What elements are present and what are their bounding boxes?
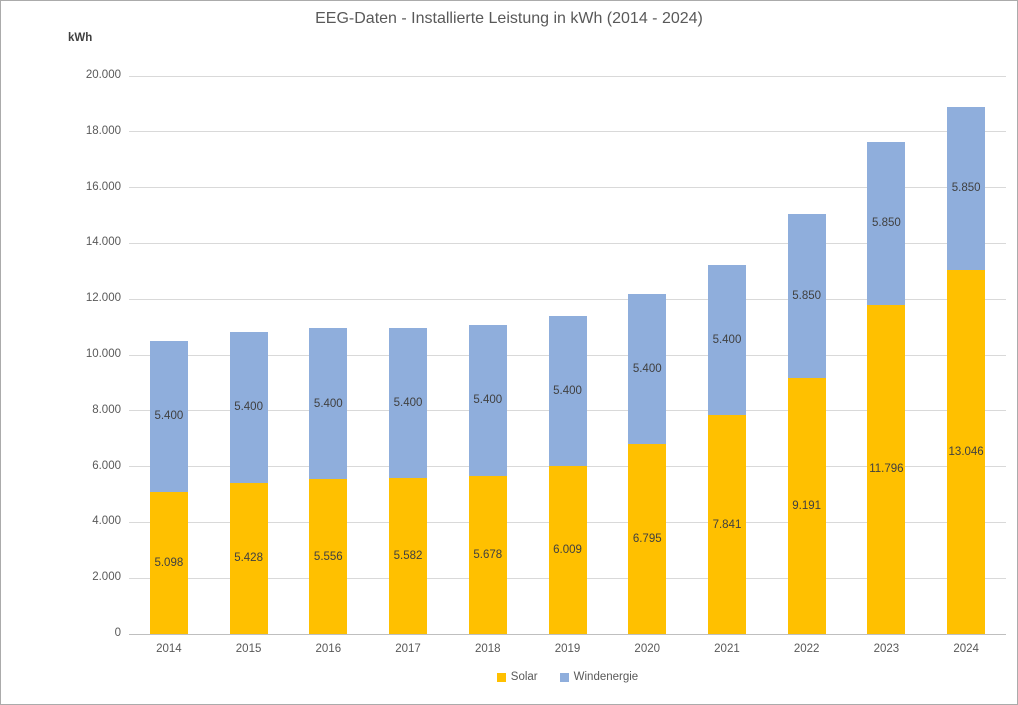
bar-segment-solar-2015 [229, 482, 268, 634]
bar-segment-windenergie-2019 [548, 315, 587, 467]
data-label-solar-2017: 5.582 [393, 550, 423, 563]
legend: Solar Windenergie [129, 671, 1006, 683]
x-tick-label-2016: 2016 [315, 643, 342, 655]
bar-segment-windenergie-2021 [707, 264, 746, 416]
y-tick-label: 10.000 [85, 348, 121, 360]
data-label-windenergie-2014: 5.400 [154, 410, 184, 423]
x-tick-label-2023: 2023 [873, 643, 900, 655]
x-tick-label-2014: 2014 [156, 643, 182, 655]
bar-segment-windenergie-2024 [947, 106, 986, 271]
bar-segment-windenergie-2023 [867, 141, 906, 305]
bar-segment-solar-2019 [548, 466, 587, 634]
legend-item-windenergie: Windenergie [559, 671, 639, 683]
bar-segment-windenergie-2020 [628, 293, 667, 445]
x-tick-label-2022: 2022 [793, 643, 820, 655]
bar-segment-solar-2018 [468, 475, 507, 634]
legend-item-solar: Solar [496, 671, 538, 683]
gridline [129, 131, 1006, 133]
data-label-solar-2019: 6.009 [553, 544, 582, 557]
data-label-windenergie-2024: 5.850 [951, 182, 981, 195]
x-axis-line [129, 633, 1006, 635]
data-label-windenergie-2023: 5.850 [872, 217, 901, 230]
x-tick-label-2020: 2020 [634, 643, 661, 655]
data-label-solar-2018: 5.678 [473, 548, 503, 561]
plot-area: 0 2.000 4.000 6.000 8.000 10.000 12.000 14.000 1… [86, 69, 1006, 655]
bar-segment-solar-2021 [707, 415, 746, 634]
gridline [129, 75, 1006, 77]
bar-segment-windenergie-2014 [149, 341, 188, 492]
data-label-solar-2016: 5.556 [313, 550, 343, 563]
data-label-solar-2023: 11.796 [869, 463, 904, 476]
bar-segment-windenergie-2017 [389, 327, 428, 479]
y-tick-label: 2.000 [92, 571, 121, 584]
y-tick-label: 6.000 [92, 459, 121, 472]
bar-segment-solar-2017 [389, 478, 428, 634]
legend-swatch-windenergie [559, 672, 569, 682]
legend-label-solar: Solar [510, 671, 538, 683]
y-tick-label: 8.000 [92, 403, 121, 416]
x-tick-label-2019: 2019 [554, 643, 581, 655]
data-label-solar-2020: 6.795 [632, 533, 662, 546]
chart-title: EEG-Daten - Installierte Leistung in kWh… [315, 10, 703, 27]
y-tick-label: 0 [114, 627, 121, 639]
bar-segment-windenergie-2015 [229, 331, 268, 483]
gridline [129, 187, 1006, 189]
data-label-solar-2022: 9.191 [792, 499, 822, 512]
data-label-windenergie-2020: 5.400 [632, 363, 662, 376]
bar-segment-windenergie-2016 [309, 328, 348, 479]
y-tick-label: 12.000 [85, 292, 121, 305]
bar-segment-windenergie-2022 [787, 214, 826, 378]
data-label-solar-2015: 5.428 [234, 552, 263, 565]
data-label-solar-2024: 13.046 [948, 446, 984, 459]
bar-segment-solar-2020 [628, 444, 667, 634]
gridline [129, 242, 1006, 244]
x-tick-label-2021: 2021 [714, 643, 740, 655]
x-tick-label-2015: 2015 [235, 643, 262, 655]
gridline [129, 298, 1006, 300]
legend-label-windenergie: Windenergie [573, 671, 639, 683]
data-label-windenergie-2018: 5.400 [473, 394, 503, 407]
data-label-solar-2021: 7.841 [712, 518, 742, 531]
x-tick-label-2018: 2018 [474, 643, 501, 655]
bar-segment-solar-2022 [787, 377, 826, 634]
data-label-windenergie-2022: 5.850 [792, 289, 822, 302]
bar-segment-windenergie-2018 [468, 324, 507, 476]
bar-segment-solar-2014 [149, 491, 188, 634]
x-tick-label-2017: 2017 [395, 643, 421, 655]
y-tick-label: 14.000 [85, 236, 121, 249]
bar-segment-solar-2023 [867, 304, 906, 634]
y-axis-unit-label: kWh [68, 32, 93, 44]
data-label-windenergie-2021: 5.400 [712, 333, 742, 346]
y-tick-label: 20.000 [85, 69, 121, 81]
y-tick-label: 18.000 [85, 124, 121, 137]
data-label-windenergie-2017: 5.400 [393, 396, 423, 409]
y-tick-label: 16.000 [85, 180, 121, 193]
data-label-windenergie-2019: 5.400 [553, 385, 582, 398]
bar-segment-solar-2024 [947, 270, 986, 634]
x-tick-label-2024: 2024 [953, 643, 979, 655]
y-tick-label: 4.000 [92, 515, 121, 528]
legend-swatch-solar [496, 672, 506, 682]
data-label-windenergie-2016: 5.400 [313, 397, 343, 410]
bar-segment-solar-2016 [309, 479, 348, 634]
data-label-windenergie-2015: 5.400 [234, 401, 263, 414]
data-label-solar-2014: 5.098 [154, 556, 184, 569]
